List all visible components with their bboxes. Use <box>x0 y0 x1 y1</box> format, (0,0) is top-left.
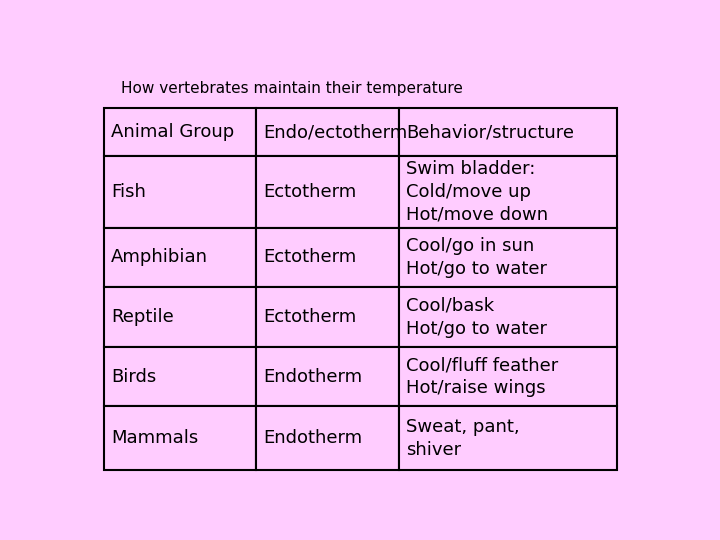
Text: Amphibian: Amphibian <box>111 248 208 266</box>
Bar <box>399 109 617 156</box>
Text: Ectotherm: Ectotherm <box>263 183 356 201</box>
Bar <box>104 287 256 347</box>
Bar <box>256 347 399 407</box>
Bar <box>256 287 399 347</box>
Text: Mammals: Mammals <box>111 429 199 447</box>
Bar <box>399 228 617 287</box>
Text: Ectotherm: Ectotherm <box>263 308 356 326</box>
Bar <box>399 156 617 228</box>
Bar <box>256 109 399 156</box>
Text: Cool/fluff feather
Hot/raise wings: Cool/fluff feather Hot/raise wings <box>406 356 559 397</box>
Bar <box>104 109 256 156</box>
Text: Swim bladder:
Cold/move up
Hot/move down: Swim bladder: Cold/move up Hot/move down <box>406 160 549 224</box>
Bar <box>104 407 256 470</box>
Bar <box>256 407 399 470</box>
Text: Ectotherm: Ectotherm <box>263 248 356 266</box>
Bar <box>104 347 256 407</box>
Text: Reptile: Reptile <box>111 308 174 326</box>
Bar <box>399 347 617 407</box>
Text: Cool/go in sun
Hot/go to water: Cool/go in sun Hot/go to water <box>406 237 547 278</box>
Text: Fish: Fish <box>111 183 146 201</box>
Text: Animal Group: Animal Group <box>111 123 235 141</box>
Text: Cool/bask
Hot/go to water: Cool/bask Hot/go to water <box>406 296 547 338</box>
Bar <box>104 228 256 287</box>
Text: Endotherm: Endotherm <box>263 368 362 386</box>
Text: Endo/ectotherm: Endo/ectotherm <box>263 123 407 141</box>
Bar <box>399 407 617 470</box>
Bar <box>399 287 617 347</box>
Text: Endotherm: Endotherm <box>263 429 362 447</box>
Text: Behavior/structure: Behavior/structure <box>406 123 575 141</box>
Bar <box>256 228 399 287</box>
Text: Sweat, pant,
shiver: Sweat, pant, shiver <box>406 418 520 459</box>
Bar <box>256 156 399 228</box>
Text: How vertebrates maintain their temperature: How vertebrates maintain their temperatu… <box>121 80 462 96</box>
Text: Birds: Birds <box>111 368 156 386</box>
Bar <box>104 156 256 228</box>
